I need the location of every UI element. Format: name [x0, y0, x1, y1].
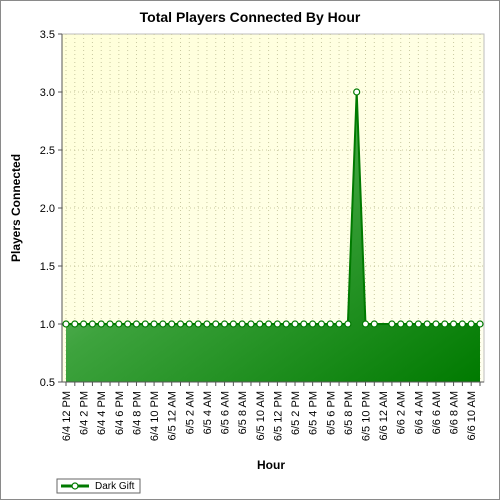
- x-tick-label: 6/5 8 AM: [237, 391, 249, 434]
- data-point: [353, 88, 361, 96]
- data-point: [282, 320, 290, 328]
- y-tick-label: 2.0: [40, 203, 55, 215]
- x-tick-label: 6/6 12 AM: [378, 391, 390, 441]
- y-tick-label: 0.5: [40, 377, 55, 389]
- x-tick-label: 6/5 4 PM: [308, 391, 320, 435]
- data-point: [361, 320, 370, 328]
- x-tick-label: 6/6 8 AM: [449, 391, 461, 434]
- data-point: [449, 320, 458, 328]
- data-point: [97, 320, 105, 328]
- data-point: [458, 320, 466, 328]
- x-tick-label: 6/4 8 PM: [131, 391, 143, 435]
- x-tick-label: 6/5 12 PM: [272, 391, 284, 441]
- y-tick-label: 1.0: [40, 319, 55, 331]
- data-point: [168, 320, 176, 328]
- x-tick-label: 6/5 10 AM: [255, 391, 267, 441]
- x-tick-label: 6/4 10 PM: [149, 391, 161, 441]
- data-point: [203, 320, 211, 328]
- data-point: [71, 320, 79, 328]
- x-tick-label: 6/6 10 AM: [466, 391, 478, 441]
- data-point: [414, 320, 422, 328]
- data-point: [388, 320, 396, 328]
- data-point: [150, 320, 158, 328]
- data-point: [220, 320, 229, 328]
- legend-series-label: Dark Gift: [95, 481, 135, 492]
- data-point: [80, 320, 88, 328]
- legend-box: [56, 478, 141, 494]
- data-point: [229, 320, 237, 328]
- data-point: [264, 320, 273, 328]
- series-markers: [62, 88, 484, 328]
- x-tick-label: 6/4 2 PM: [79, 391, 91, 435]
- x-tick-label: 6/4 12 PM: [61, 391, 73, 441]
- y-tick-label: 3.5: [40, 29, 55, 41]
- data-point: [335, 320, 343, 328]
- x-tick-label: 6/6 4 AM: [413, 391, 425, 434]
- x-tick-label: 6/6 2 AM: [396, 391, 408, 434]
- y-tick-label: 2.5: [40, 145, 55, 157]
- data-point: [238, 320, 246, 328]
- data-point: [300, 320, 308, 328]
- y-tick-label: 1.5: [40, 261, 55, 273]
- x-tick-label: 6/4 6 PM: [114, 391, 126, 435]
- x-axis-title: Hour: [257, 458, 285, 472]
- data-point: [273, 320, 282, 328]
- y-tick-label: 3.0: [40, 87, 55, 99]
- data-point: [291, 320, 299, 328]
- data-point: [432, 320, 440, 328]
- data-point: [62, 320, 70, 328]
- data-point: [423, 320, 431, 328]
- data-point: [326, 320, 334, 328]
- data-point: [344, 320, 352, 328]
- x-tick-label: 6/5 2 AM: [184, 391, 196, 434]
- chart-title: Total Players Connected By Hour: [140, 9, 361, 25]
- x-tick-label: 6/5 10 PM: [360, 391, 372, 441]
- data-point: [405, 320, 414, 328]
- data-point: [159, 320, 167, 328]
- data-point: [185, 320, 193, 328]
- data-point: [247, 320, 255, 328]
- data-point: [317, 320, 326, 328]
- data-point: [309, 320, 317, 328]
- data-point: [141, 320, 149, 328]
- data-point: [256, 320, 264, 328]
- x-tick-label: 6/4 4 PM: [96, 391, 108, 435]
- data-point: [88, 320, 97, 328]
- legend: Dark Gift: [56, 478, 141, 494]
- x-tick-label: 6/5 2 PM: [290, 391, 302, 435]
- data-point: [115, 320, 123, 328]
- data-point: [194, 320, 202, 328]
- x-axis-ticks: 6/4 12 PM 6/4 2 PM 6/4 4 PM 6/4 6 PM 6/4 8 P…: [61, 381, 484, 441]
- x-tick-label: 6/5 4 AM: [202, 391, 214, 434]
- data-point: [212, 320, 220, 328]
- y-axis-title: Players Connected: [9, 154, 23, 262]
- x-tick-label: 6/5 6 PM: [325, 391, 337, 435]
- legend-series-marker: [71, 482, 79, 490]
- data-point: [124, 320, 132, 328]
- data-point: [397, 320, 405, 328]
- data-point: [467, 320, 475, 328]
- y-axis-ticks: 0.5 1.0 1.5 2.0 2.5 3.0 3.5: [40, 29, 63, 389]
- data-point: [106, 320, 114, 328]
- data-point: [441, 320, 449, 328]
- x-tick-label: 6/5 8 PM: [343, 391, 355, 435]
- x-tick-label: 6/5 6 AM: [220, 391, 232, 434]
- data-point: [176, 320, 185, 328]
- x-tick-label: 6/6 6 AM: [431, 391, 443, 434]
- data-point: [132, 320, 141, 328]
- data-point: [476, 320, 484, 328]
- x-tick-label: 6/5 12 AM: [167, 391, 179, 441]
- data-point: [370, 320, 378, 328]
